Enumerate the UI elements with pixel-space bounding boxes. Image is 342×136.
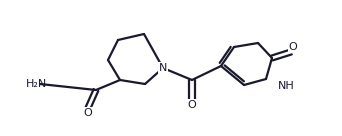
- Text: H₂N: H₂N: [26, 79, 47, 89]
- Text: O: O: [289, 42, 298, 52]
- Text: O: O: [188, 100, 196, 110]
- Text: NH: NH: [278, 81, 295, 91]
- Text: N: N: [159, 63, 167, 73]
- Text: O: O: [84, 108, 92, 118]
